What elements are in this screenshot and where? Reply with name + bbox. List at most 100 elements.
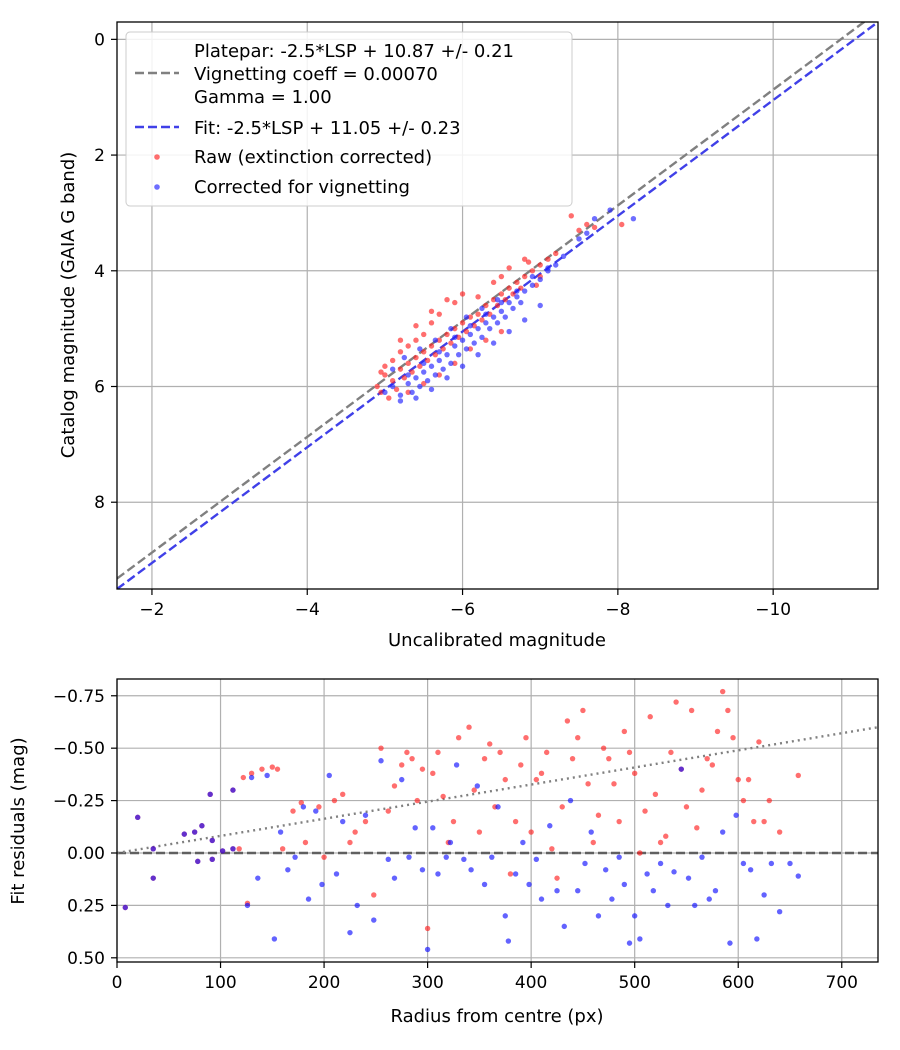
bottom-raw-point <box>559 804 565 810</box>
bottom-corrected-point <box>277 829 284 835</box>
top-corrected-point <box>471 340 477 346</box>
legend-fit-label: Fit: -2.5*LSP + 11.05 +/- 0.23 <box>194 118 461 139</box>
top-x-tick-label: −6 <box>450 600 475 620</box>
top-raw-point <box>568 213 574 219</box>
top-raw-point <box>498 328 505 335</box>
bottom-raw-point <box>751 818 757 825</box>
top-corrected-point <box>630 216 637 222</box>
bottom-raw-point <box>766 797 772 804</box>
bottom-corrected-point <box>685 875 692 881</box>
bottom-raw-point <box>657 839 664 846</box>
top-raw-point <box>475 294 481 300</box>
top-raw-point <box>382 363 388 369</box>
top-raw-point <box>413 323 419 329</box>
bottom-raw-point <box>528 829 534 835</box>
bottom-corrected-point <box>150 875 156 881</box>
bottom-raw-point <box>538 770 545 777</box>
top-raw-point <box>467 346 474 352</box>
top-corrected-point <box>444 375 450 381</box>
bottom-raw-point <box>549 846 555 852</box>
bottom-raw-point <box>719 688 726 695</box>
bottom-raw-point <box>699 787 705 793</box>
legend-platepar-line-2: Vignetting coeff = 0.00070 <box>194 64 438 85</box>
bottom-raw-point <box>735 776 741 783</box>
bottom-raw-point <box>688 707 695 714</box>
bottom-corrected-point <box>326 772 332 779</box>
top-corrected-point <box>448 360 454 367</box>
bottom-corrected-point <box>435 871 441 877</box>
top-raw-point <box>591 224 598 231</box>
top-raw-point <box>514 279 520 286</box>
top-corrected-point <box>479 334 485 341</box>
bottom-corrected-point <box>244 902 251 909</box>
top-corrected-point <box>382 389 388 395</box>
bottom-raw-point <box>378 745 384 751</box>
bottom-corrected-point <box>135 814 141 821</box>
bottom-corrected-point <box>665 902 671 909</box>
top-corrected-point <box>397 398 404 404</box>
bottom-raw-point <box>616 818 622 825</box>
top-x-ticks: −2 −4 −6 −8 −10 <box>139 589 791 620</box>
bottom-corrected-point <box>333 871 340 877</box>
bottom-corrected-point <box>547 823 553 829</box>
bottom-corrected-point <box>489 854 495 860</box>
top-corrected-point <box>514 288 520 294</box>
top-raw-point <box>584 221 590 228</box>
legend-platepar-line-3: Gamma = 1.00 <box>194 87 332 108</box>
bottom-raw-point <box>543 749 550 756</box>
top-raw-point <box>483 302 489 309</box>
bottom-raw-point <box>419 766 426 772</box>
top-corrected-point <box>459 363 466 369</box>
bottom-corrected-point <box>502 913 508 919</box>
top-raw-point <box>483 337 489 343</box>
bottom-corrected-point <box>616 854 622 860</box>
bottom-corrected-point <box>512 871 519 877</box>
bottom-corrected-point <box>207 791 213 797</box>
top-raw-point <box>386 395 392 401</box>
bottom-corrected-point <box>461 856 467 862</box>
legend-box <box>125 31 573 207</box>
top-raw-point <box>393 386 400 393</box>
bottom-corrected-point <box>181 831 187 837</box>
bottom-raw-point <box>683 804 690 810</box>
bottom-x-tick-label: 0 <box>112 973 123 993</box>
bottom-corrected-point <box>354 902 360 909</box>
bottom-x-tick-label: 600 <box>722 973 754 993</box>
top-corrected-point <box>417 346 423 352</box>
top-raw-point <box>417 363 423 369</box>
top-raw-point <box>436 311 442 317</box>
bottom-raw-point <box>606 755 612 762</box>
bottom-raw-point <box>580 707 586 714</box>
top-raw-point <box>405 389 411 395</box>
bottom-raw-point <box>585 781 591 787</box>
bottom-raw-point <box>611 781 617 787</box>
bottom-corrected-point <box>122 904 128 911</box>
top-raw-point <box>389 378 396 384</box>
bottom-raw-point <box>424 925 431 932</box>
bottom-corrected-point <box>609 896 615 902</box>
top-x-axis-title: Uncalibrated magnitude <box>388 630 606 651</box>
bottom-raw-point <box>575 734 581 741</box>
bottom-raw-point <box>663 833 669 839</box>
bottom-corrected-point <box>595 913 602 919</box>
bottom-x-tick-label: 200 <box>308 973 340 993</box>
bottom-corrected-point <box>453 762 460 768</box>
top-raw-point <box>510 291 516 297</box>
top-raw-point <box>374 383 380 390</box>
top-corrected-point <box>463 314 470 320</box>
top-raw-point <box>452 360 458 367</box>
top-corrected-point <box>428 363 435 369</box>
bottom-raw-point <box>569 755 576 762</box>
top-corrected-point <box>475 351 481 358</box>
top-y-tick-label: 4 <box>94 262 105 282</box>
bottom-corrected-point <box>430 825 436 831</box>
bottom-raw-point <box>298 799 304 806</box>
bottom-raw-point <box>554 875 560 881</box>
bottom-corrected-point <box>740 860 747 867</box>
top-raw-point <box>378 389 384 395</box>
top-corrected-point <box>405 372 411 378</box>
top-raw-point <box>409 369 415 375</box>
bottom-corrected-point <box>671 869 677 875</box>
bottom-raw-point <box>518 762 524 768</box>
